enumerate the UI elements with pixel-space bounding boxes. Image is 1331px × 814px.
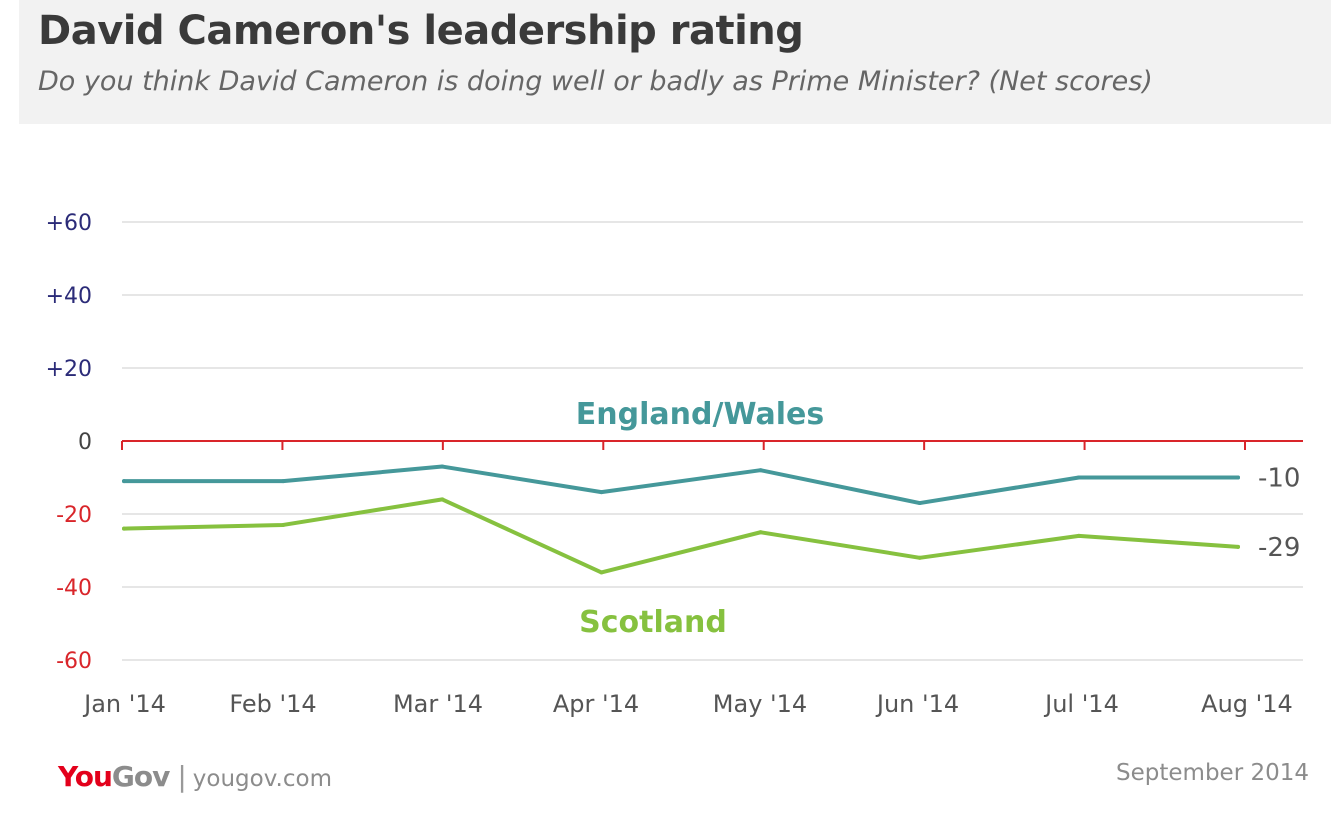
chart-subtitle: Do you think David Cameron is doing well… [38, 66, 1153, 97]
logo-gov: Gov [111, 760, 170, 793]
chart-title: David Cameron's leadership rating [38, 8, 804, 54]
data-point [758, 530, 763, 535]
x-tick-label: Jun '14 [875, 690, 959, 718]
y-tick-label: +20 [46, 357, 92, 382]
data-point [917, 555, 922, 560]
x-tick-label: Feb '14 [229, 690, 316, 718]
series-label-england-wales: England/Wales [576, 397, 824, 432]
end-value-label: -29 [1258, 533, 1300, 563]
x-tick-label: Aug '14 [1201, 690, 1293, 718]
footer-url: yougov.com [192, 766, 332, 792]
header-panel [19, 0, 1331, 124]
data-point [1076, 475, 1081, 480]
y-tick-label: -20 [56, 503, 92, 528]
x-tick-label: Apr '14 [553, 690, 639, 718]
x-tick-label: Jan '14 [82, 690, 166, 718]
y-tick-label: +60 [46, 211, 92, 236]
x-tick-label: Jul '14 [1043, 690, 1119, 718]
series-line-england-wales [122, 464, 1240, 506]
data-point [758, 468, 763, 473]
series-label-scotland: Scotland [579, 605, 727, 640]
y-tick-label: +40 [46, 284, 92, 309]
series-line-scotland [122, 497, 1240, 575]
footer-date: September 2014 [1116, 760, 1309, 786]
x-tick-label: Mar '14 [393, 690, 483, 718]
data-point [1076, 533, 1081, 538]
data-point [122, 526, 126, 531]
data-point [1236, 544, 1240, 549]
logo-you: You [58, 760, 113, 793]
data-point [281, 479, 286, 484]
data-point [440, 464, 445, 469]
data-point [281, 522, 286, 527]
footer-brand: YouGov | yougov.com [58, 760, 332, 793]
yougov-logo: YouGov [58, 760, 170, 793]
data-point [599, 570, 604, 575]
data-point [1236, 475, 1240, 480]
data-point [440, 497, 445, 502]
data-point [917, 501, 922, 506]
data-point [599, 490, 604, 495]
footer-separator: | [177, 760, 187, 793]
y-tick-label: -40 [56, 576, 92, 601]
data-point [122, 479, 126, 484]
end-value-label: -10 [1258, 464, 1300, 494]
y-tick-label: -60 [56, 649, 92, 674]
x-tick-label: May '14 [713, 690, 807, 718]
y-tick-label: 0 [78, 430, 92, 455]
